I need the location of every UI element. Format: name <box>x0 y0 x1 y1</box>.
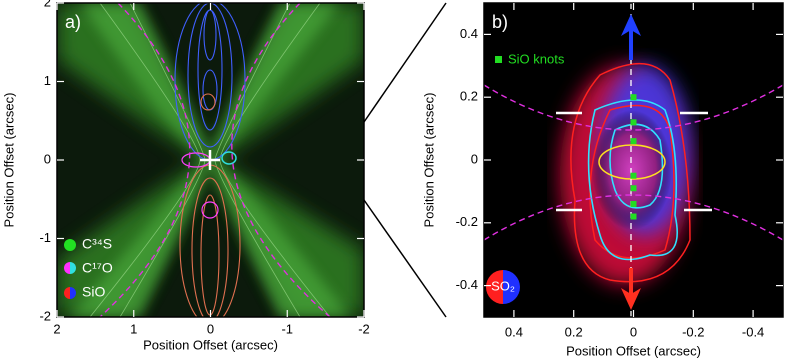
x-tick-label: 1 <box>130 321 137 336</box>
y-tick-label: 0 <box>471 151 478 166</box>
y-tick-label: -1 <box>39 230 51 245</box>
knot-point <box>630 185 637 192</box>
knot-point <box>630 172 637 179</box>
y-tick-label: -2 <box>39 308 51 323</box>
y-tick-label: -0.4 <box>456 277 478 292</box>
panel-label: a) <box>65 12 81 32</box>
legend-marker <box>495 56 502 63</box>
panel-a-image <box>57 3 364 317</box>
panel-b-image <box>484 3 783 317</box>
zoom-connector <box>363 2 447 318</box>
y-tick-label: 0 <box>44 151 51 166</box>
x-tick-label: 0 <box>207 321 214 336</box>
legend-label: C³⁴S <box>82 236 112 252</box>
knot-point <box>630 138 637 145</box>
x-axis-label: Position Offset (arcsec) <box>566 343 701 358</box>
x-tick-label: -0.2 <box>682 324 704 339</box>
legend-label: SiO knots <box>508 51 565 66</box>
y-tick-label: 2 <box>44 0 51 9</box>
knot-point <box>630 200 637 207</box>
knot-point <box>630 94 637 101</box>
knot-point <box>630 213 637 220</box>
x-tick-label: -0.4 <box>742 324 764 339</box>
x-tick-label: 0.4 <box>505 324 523 339</box>
y-tick-label: 0.4 <box>460 26 478 41</box>
x-tick-label: -1 <box>281 321 293 336</box>
annotation: SO₂ <box>491 278 515 293</box>
x-tick-label: 0.2 <box>565 324 583 339</box>
x-axis-label: Position Offset (arcsec) <box>143 337 278 352</box>
x-tick-label: -2 <box>358 321 370 336</box>
x-tick-label: 0 <box>630 324 637 339</box>
y-axis-label: Position Offset (arcsec) <box>421 93 436 228</box>
y-tick-label: -0.2 <box>456 214 478 229</box>
legend-label: SiO <box>82 284 105 300</box>
legend-label: C¹⁷O <box>82 260 113 276</box>
y-tick-label: 1 <box>44 73 51 88</box>
x-tick-label: 2 <box>53 321 60 336</box>
y-axis-label: Position Offset (arcsec) <box>1 93 16 228</box>
legend-icons <box>64 239 76 299</box>
y-tick-label: 0.2 <box>460 89 478 104</box>
knot-point <box>630 119 637 126</box>
panel-label: b) <box>492 12 508 32</box>
